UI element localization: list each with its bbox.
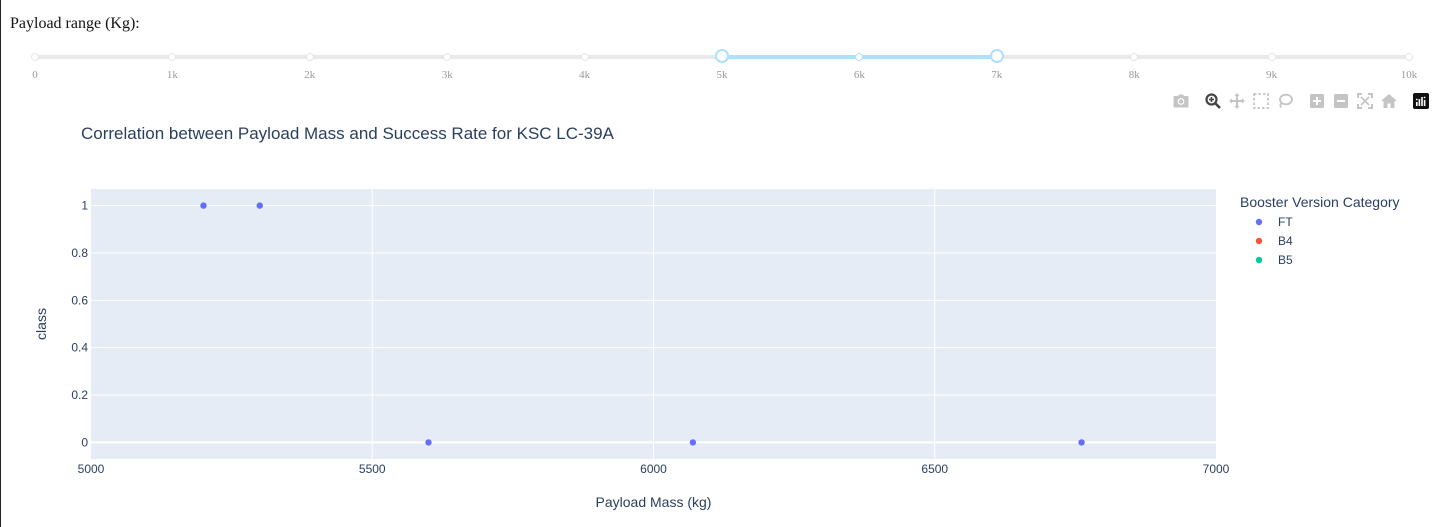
slider-dot[interactable] [31,53,39,61]
data-point[interactable] [200,202,207,209]
grid-lines [91,189,1216,459]
data-point[interactable] [256,202,263,209]
slider-handle-max[interactable] [989,49,1004,63]
camera-icon[interactable] [1169,92,1193,110]
scatter-chart[interactable]: Correlation between Payload Mass and Suc… [1,107,1436,527]
legend-item-label[interactable]: B4 [1278,234,1293,248]
y-tick-label: 0.6 [71,293,88,307]
legend-title: Booster Version Category [1240,194,1400,210]
x-tick-label: 6000 [640,462,667,476]
legend-item-label[interactable]: FT [1278,215,1293,229]
slider-dot[interactable] [168,53,177,61]
zoom-icon[interactable] [1201,92,1225,110]
slider-mark-label: 5k [716,69,728,81]
payload-range-slider[interactable]: 0 1k 2k 3k 4k 5k 6k 7k 8k 9k 10k [1,40,1436,90]
data-points [200,202,1085,446]
slider-dot[interactable] [1267,53,1276,61]
slider-dot[interactable] [580,53,589,61]
slider-dot[interactable] [855,53,864,61]
slider-dot[interactable] [443,53,452,61]
data-point[interactable] [1078,439,1085,446]
lasso-select-icon[interactable] [1273,92,1297,110]
slider-mark-label: 8k [1128,69,1140,81]
x-tick-label: 7000 [1203,462,1230,476]
x-axis-ticks: 5000 5500 6000 6500 7000 [78,462,1230,476]
pan-icon[interactable] [1225,92,1249,110]
legend-marker [1255,256,1263,264]
y-axis-ticks: 0 0.2 0.4 0.6 0.8 1 [71,199,88,450]
slider-mark-label: 3k [441,69,453,81]
plot-modebar [1169,92,1433,110]
reset-axes-icon[interactable] [1377,92,1401,110]
data-point[interactable] [689,439,697,446]
slider-dot[interactable] [1405,53,1413,61]
y-tick-label: 0.2 [71,388,88,402]
y-tick-label: 0.4 [71,341,88,355]
slider-label: Payload range (Kg): [10,15,140,32]
y-axis-label: class [33,308,49,340]
legend[interactable]: FT B4 B5 [1255,215,1294,267]
y-tick-label: 0.8 [71,246,88,260]
autoscale-icon[interactable] [1353,92,1377,110]
legend-marker [1255,218,1263,226]
slider-mark-label: 10k [1400,69,1418,81]
x-tick-label: 5000 [78,462,105,476]
slider-mark-label: 1k [166,69,178,81]
y-tick-label: 1 [81,199,88,213]
x-axis-label: Payload Mass (kg) [596,494,712,510]
legend-marker [1255,237,1263,245]
slider-mark-label: 6k [853,69,865,81]
zoom-in-icon[interactable] [1305,92,1329,110]
slider-dot[interactable] [1130,53,1139,61]
data-point[interactable] [425,439,432,446]
box-select-icon[interactable] [1249,92,1273,110]
legend-item-label[interactable]: B5 [1278,253,1293,267]
slider-mark-label: 2k [304,69,316,81]
slider-dot[interactable] [305,53,314,61]
slider-mark-label: 4k [579,69,591,81]
chart-title: Correlation between Payload Mass and Suc… [81,124,615,143]
x-tick-label: 6500 [921,462,948,476]
zoom-out-icon[interactable] [1329,92,1353,110]
plotly-logo-icon[interactable] [1409,92,1433,110]
slider-mark-label: 9k [1266,69,1278,81]
y-tick-label: 0 [81,435,88,449]
slider-handle-min[interactable] [715,49,729,63]
slider-mark-label: 0 [32,69,38,81]
slider-mark-label: 7k [991,69,1003,81]
x-tick-label: 5500 [359,462,386,476]
